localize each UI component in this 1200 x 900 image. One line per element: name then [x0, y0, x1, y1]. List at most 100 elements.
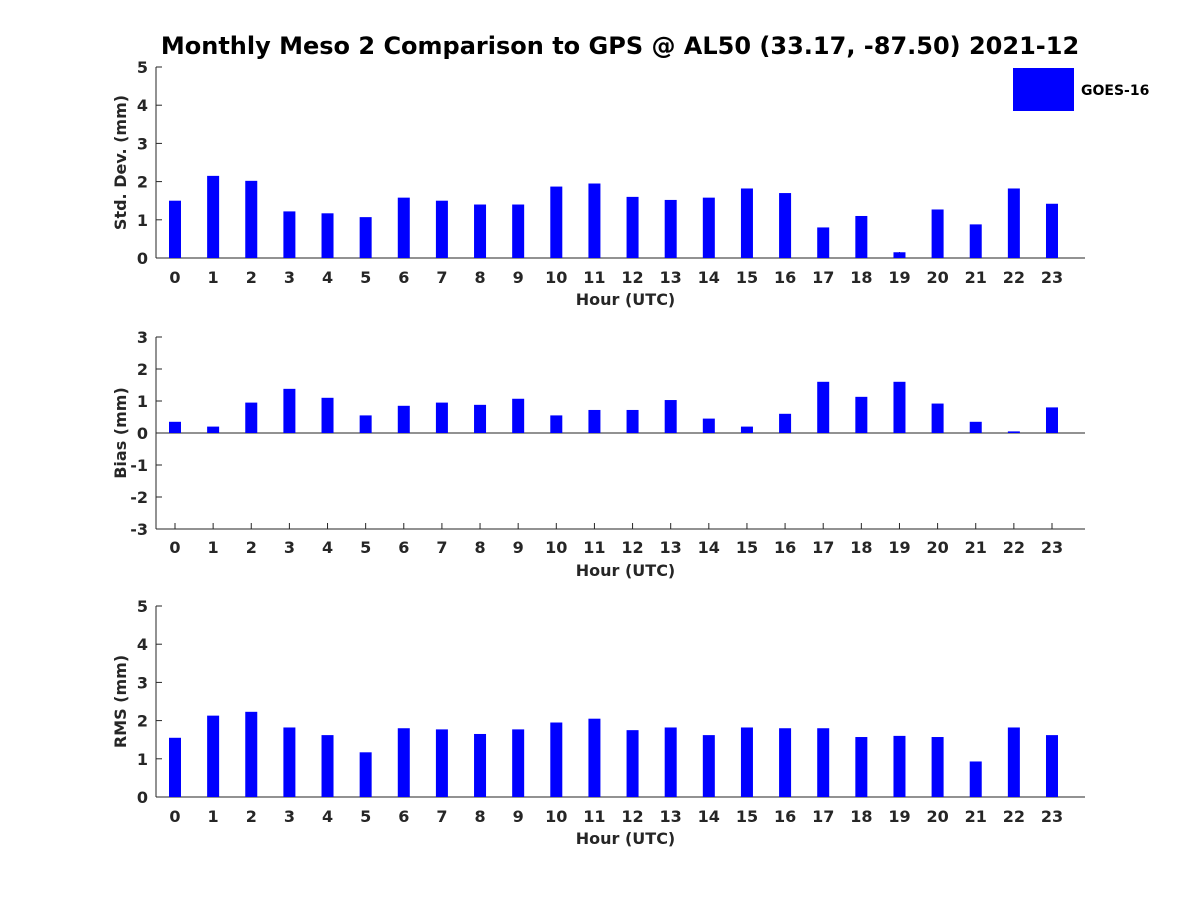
- bar: [207, 715, 220, 797]
- bar: [588, 409, 601, 433]
- x-tick-label: 13: [660, 538, 682, 557]
- bar: [817, 381, 830, 433]
- x-tick-label: 13: [660, 807, 682, 826]
- bar: [969, 224, 982, 258]
- bar: [550, 186, 563, 258]
- bar: [664, 400, 677, 433]
- x-tick-label: 15: [736, 807, 758, 826]
- x-tick-label: 5: [360, 268, 371, 287]
- bar: [626, 409, 639, 433]
- x-tick-label: 9: [513, 538, 524, 557]
- bar: [855, 737, 868, 797]
- bar: [550, 722, 563, 797]
- x-tick-label: 17: [812, 268, 834, 287]
- x-tick-label: 10: [545, 807, 567, 826]
- x-tick-label: 10: [545, 268, 567, 287]
- x-tick-label: 1: [208, 807, 219, 826]
- x-tick-label: 17: [812, 538, 834, 557]
- bar: [779, 193, 792, 258]
- x-tick-label: 1: [208, 538, 219, 557]
- x-tick-label: 6: [398, 807, 409, 826]
- legend: GOES-16: [1013, 68, 1149, 111]
- bar: [702, 197, 715, 258]
- bar: [359, 217, 372, 258]
- x-tick-label: 3: [284, 538, 295, 557]
- x-tick-label: 7: [436, 538, 447, 557]
- x-tick-label: 12: [621, 268, 643, 287]
- x-tick-label: 0: [169, 807, 180, 826]
- x-tick-label: 23: [1041, 268, 1063, 287]
- y-tick-label: 5: [137, 58, 148, 77]
- x-tick-label: 19: [888, 538, 910, 557]
- x-tick-label: 23: [1041, 538, 1063, 557]
- bar: [664, 727, 677, 797]
- x-tick-label: 7: [436, 807, 447, 826]
- bar: [283, 211, 296, 258]
- x-tick-label: 14: [698, 807, 720, 826]
- x-tick-label: 20: [926, 807, 948, 826]
- y-tick-label: 1: [137, 211, 148, 230]
- x-tick-label: 4: [322, 538, 333, 557]
- y-tick-label: -3: [130, 520, 148, 539]
- x-tick-label: 11: [583, 538, 605, 557]
- x-tick-label: 8: [474, 807, 485, 826]
- y-axis-label: Std. Dev. (mm): [111, 95, 130, 230]
- x-tick-label: 3: [284, 268, 295, 287]
- bar: [664, 199, 677, 258]
- x-tick-label: 9: [513, 268, 524, 287]
- y-tick-label: 4: [137, 635, 148, 654]
- bar: [817, 227, 830, 258]
- x-tick-label: 21: [965, 268, 987, 287]
- bar: [931, 737, 944, 797]
- x-tick-label: 21: [965, 807, 987, 826]
- x-tick-label: 12: [621, 807, 643, 826]
- bar: [588, 718, 601, 797]
- bar: [969, 761, 982, 797]
- y-tick-label: -1: [130, 456, 148, 475]
- x-tick-label: 0: [169, 538, 180, 557]
- bar: [779, 728, 792, 797]
- y-tick-label: 3: [137, 328, 148, 347]
- y-tick-label: 0: [137, 424, 148, 443]
- bar: [512, 204, 525, 258]
- x-tick-label: 22: [1003, 268, 1025, 287]
- bar: [169, 737, 181, 797]
- x-axis-label: Hour (UTC): [576, 561, 676, 580]
- bar: [474, 733, 487, 797]
- bar: [1045, 735, 1058, 797]
- bar: [321, 397, 334, 433]
- y-tick-label: 2: [137, 712, 148, 731]
- bar: [321, 735, 334, 797]
- x-axis-label: Hour (UTC): [576, 829, 676, 848]
- y-tick-label: 0: [137, 249, 148, 268]
- x-tick-label: 14: [698, 538, 720, 557]
- bar: [359, 752, 372, 797]
- bar: [359, 415, 372, 433]
- x-tick-label: 22: [1003, 807, 1025, 826]
- x-tick-label: 15: [736, 538, 758, 557]
- bar: [779, 413, 792, 433]
- x-tick-label: 16: [774, 268, 796, 287]
- bar: [855, 396, 868, 433]
- x-tick-label: 18: [850, 268, 872, 287]
- y-tick-label: 2: [137, 360, 148, 379]
- chart-title: Monthly Meso 2 Comparison to GPS @ AL50 …: [161, 32, 1079, 60]
- y-tick-label: 3: [137, 134, 148, 153]
- bar: [740, 188, 753, 258]
- bar: [893, 735, 906, 797]
- x-tick-label: 22: [1003, 538, 1025, 557]
- bar: [931, 403, 944, 433]
- y-tick-label: 1: [137, 392, 148, 411]
- x-tick-label: 4: [322, 807, 333, 826]
- bar: [245, 402, 258, 433]
- x-tick-label: 15: [736, 268, 758, 287]
- bar: [855, 215, 868, 258]
- x-tick-label: 7: [436, 268, 447, 287]
- legend-label: GOES-16: [1081, 83, 1149, 99]
- y-tick-label: 2: [137, 173, 148, 192]
- bar: [1007, 188, 1020, 258]
- x-axis-label: Hour (UTC): [576, 290, 676, 309]
- x-tick-label: 21: [965, 538, 987, 557]
